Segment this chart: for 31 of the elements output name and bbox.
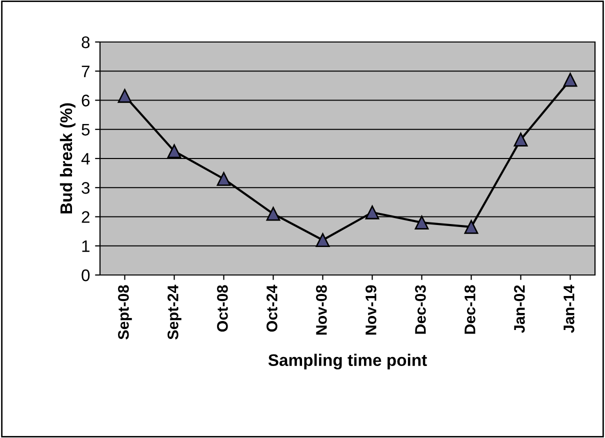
y-tick-label: 3 bbox=[82, 182, 90, 194]
point bbox=[167, 144, 182, 158]
y-tick-label: 1 bbox=[82, 240, 90, 252]
point bbox=[514, 132, 528, 147]
point bbox=[216, 172, 231, 186]
y-axis-title: Bud break (%) bbox=[60, 103, 76, 214]
y-tick-label: 6 bbox=[82, 94, 90, 106]
x-tick-label: Jan-14 bbox=[564, 284, 574, 333]
point bbox=[118, 88, 132, 103]
x-tick-label: Oct-08 bbox=[217, 285, 228, 332]
point bbox=[365, 205, 380, 220]
y-tick-label: 5 bbox=[82, 124, 90, 136]
x-tick-label: Dec-03 bbox=[415, 285, 426, 334]
point bbox=[266, 206, 280, 221]
y-tick-label: 2 bbox=[82, 211, 90, 223]
x-tick-label: Oct-24 bbox=[266, 284, 278, 332]
point bbox=[563, 72, 578, 87]
x-tick-label: Nov-19 bbox=[366, 285, 376, 335]
y-tick-label: 4 bbox=[81, 153, 90, 165]
x-tick-label: Dec-18 bbox=[464, 285, 476, 334]
x-tick-label: Nov-08 bbox=[316, 285, 327, 335]
point bbox=[414, 216, 429, 230]
x-axis-title: Sampling time point bbox=[268, 354, 427, 370]
y-tick-label: 8 bbox=[82, 36, 90, 48]
x-tick-label: Sept-08 bbox=[118, 285, 132, 340]
point bbox=[464, 220, 478, 234]
y-tick-label: 0 bbox=[82, 269, 90, 282]
point bbox=[316, 233, 330, 247]
x-tick-label: Jan-02 bbox=[514, 285, 525, 333]
y-tick-label: 7 bbox=[82, 66, 90, 78]
x-tick-label: Sept-24 bbox=[168, 284, 182, 340]
